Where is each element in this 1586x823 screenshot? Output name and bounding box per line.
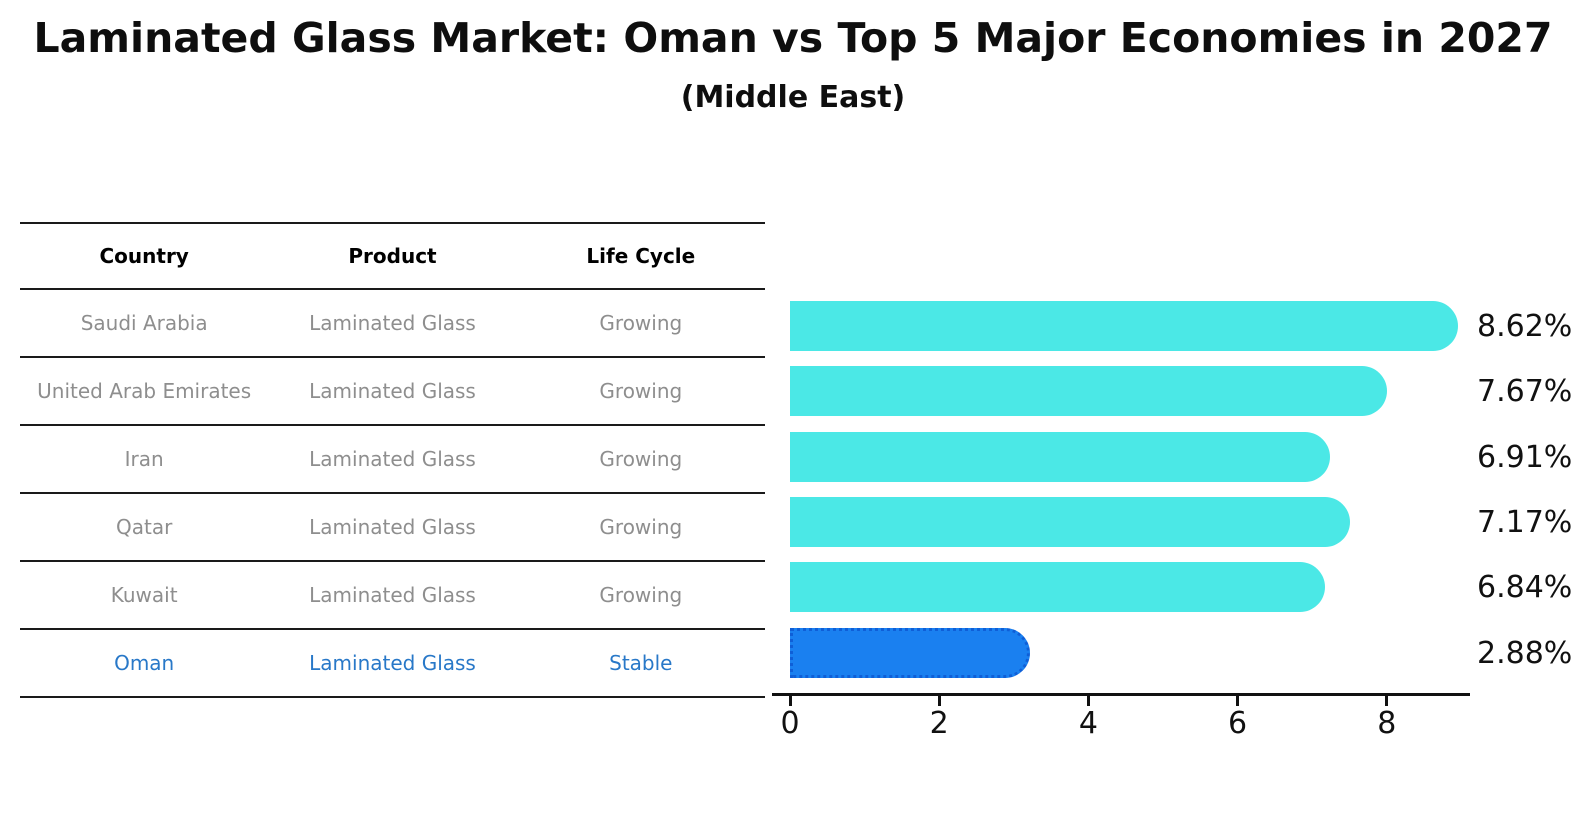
country-table: Country Product Life Cycle Saudi Arabia L… [20,222,765,698]
x-tick-label: 8 [1377,706,1397,741]
bar [790,496,1350,547]
table-header-row: Country Product Life Cycle [20,224,765,290]
chart-title: Laminated Glass Market: Oman vs Top 5 Ma… [33,14,1553,62]
table-cell-life-cycle: Growing [599,515,683,539]
table-header-country: Country [99,244,189,268]
table-header-life-cycle: Life Cycle [586,244,696,268]
table-cell-country: Oman [114,651,175,675]
table-cell-life-cycle: Growing [599,583,683,607]
bar-highlight [790,627,1030,678]
x-tick-mark [1086,696,1090,706]
table-row: United Arab Emirates Laminated Glass Growi… [20,358,765,426]
x-tick-label: 4 [1078,706,1098,741]
x-tick-label: 0 [780,706,800,741]
table-row: Saudi Arabia Laminated Glass Growing [20,290,765,358]
bar-value-label: 6.84% [1477,570,1573,606]
table-cell-life-cycle: Growing [599,379,683,403]
x-tick-mark [937,696,941,706]
x-tick-label: 6 [1228,706,1248,741]
x-axis-line [772,693,1470,696]
bar-value-label: 2.88% [1477,635,1573,671]
x-tick-label: 2 [929,706,949,741]
table-cell-product: Laminated Glass [309,651,476,675]
table-cell-product: Laminated Glass [309,447,476,471]
table-row: Oman Laminated Glass Stable [20,630,765,698]
x-tick-mark [1385,696,1389,706]
table-row: Kuwait Laminated Glass Growing [20,562,765,630]
x-tick-mark [788,696,792,706]
table-row: Qatar Laminated Glass Growing [20,494,765,562]
table-cell-country: United Arab Emirates [37,379,252,403]
table-row: Iran Laminated Glass Growing [20,426,765,494]
table-cell-product: Laminated Glass [309,515,476,539]
bar-value-label: 6.91% [1477,439,1573,475]
table-cell-life-cycle: Growing [599,447,683,471]
bar-value-label: 8.62% [1477,309,1573,344]
bar [790,366,1388,417]
x-tick-mark [1236,696,1240,706]
table-cell-life-cycle: Growing [599,311,683,335]
table-body: Saudi Arabia Laminated Glass Growing United… [20,290,765,698]
table-header-product: Product [348,244,437,268]
table-cell-country: Saudi Arabia [80,311,208,335]
chart-subtitle: (Middle East) [680,80,906,115]
bar-value-label: 7.67% [1477,374,1573,410]
bar [790,431,1331,482]
table-cell-country: Qatar [116,515,173,539]
table-cell-product: Laminated Glass [309,311,476,335]
table-cell-life-cycle: Stable [609,651,673,675]
bar [790,301,1459,351]
bar-value-label: 7.17% [1477,504,1573,540]
table-cell-product: Laminated Glass [309,379,476,403]
table-cell-country: Iran [124,447,164,471]
bar [790,562,1326,613]
table-cell-product: Laminated Glass [309,583,476,607]
table-cell-country: Kuwait [110,583,178,607]
